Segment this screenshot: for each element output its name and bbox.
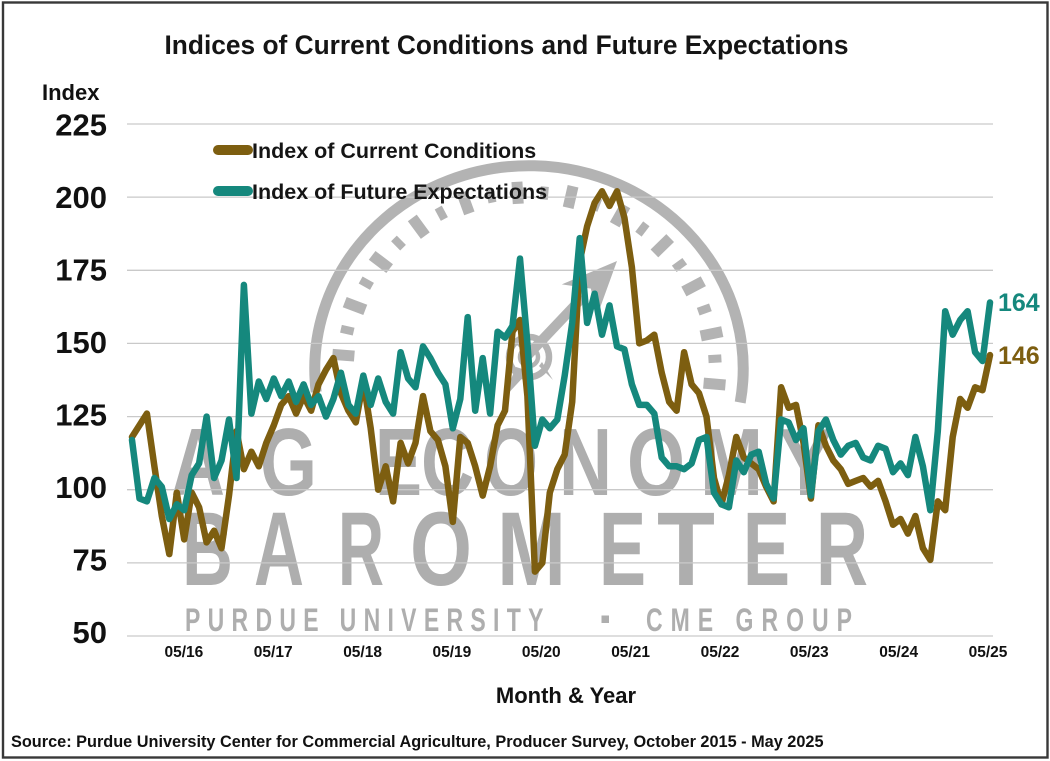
svg-text:O: O <box>410 490 472 607</box>
svg-text:05/24: 05/24 <box>879 644 918 661</box>
svg-text:75: 75 <box>73 543 107 578</box>
svg-text:PURDUE UNIVERSITY: PURDUE UNIVERSITY <box>185 602 551 638</box>
svg-text:175: 175 <box>55 253 107 288</box>
svg-text:50: 50 <box>73 615 107 650</box>
svg-text:Index of Future Expectations: Index of Future Expectations <box>252 180 547 204</box>
svg-text:R: R <box>816 491 868 609</box>
svg-text:05/18: 05/18 <box>343 644 382 661</box>
svg-text:R: R <box>338 491 384 608</box>
svg-text:E: E <box>599 490 646 607</box>
svg-text:05/23: 05/23 <box>790 644 829 661</box>
svg-text:125: 125 <box>55 398 107 433</box>
svg-text:164: 164 <box>998 289 1040 317</box>
svg-text:150: 150 <box>55 325 107 360</box>
svg-text:E: E <box>743 490 790 607</box>
svg-text:05/19: 05/19 <box>433 644 472 661</box>
svg-text:100: 100 <box>55 470 107 505</box>
svg-text:05/16: 05/16 <box>165 644 204 661</box>
svg-text:05/20: 05/20 <box>522 644 561 661</box>
svg-text:05/22: 05/22 <box>701 644 740 661</box>
svg-text:05/25: 05/25 <box>969 644 1008 661</box>
svg-text:CME GROUP: CME GROUP <box>646 602 860 638</box>
svg-text:T: T <box>657 491 715 608</box>
svg-text:225: 225 <box>55 108 107 143</box>
svg-text:Index of Current Conditions: Index of Current Conditions <box>252 139 536 163</box>
svg-text:05/17: 05/17 <box>254 644 293 661</box>
svg-text:Month & Year: Month & Year <box>496 683 637 708</box>
svg-text:Source: Purdue University Cent: Source: Purdue University Center for Com… <box>11 733 824 751</box>
svg-text:200: 200 <box>55 180 107 215</box>
svg-text:A: A <box>254 489 304 607</box>
svg-text:Index: Index <box>42 80 100 105</box>
svg-text:Indices of Current Conditions: Indices of Current Conditions and Future… <box>165 30 849 60</box>
svg-text:05/21: 05/21 <box>611 644 650 661</box>
svg-text:146: 146 <box>998 342 1040 370</box>
